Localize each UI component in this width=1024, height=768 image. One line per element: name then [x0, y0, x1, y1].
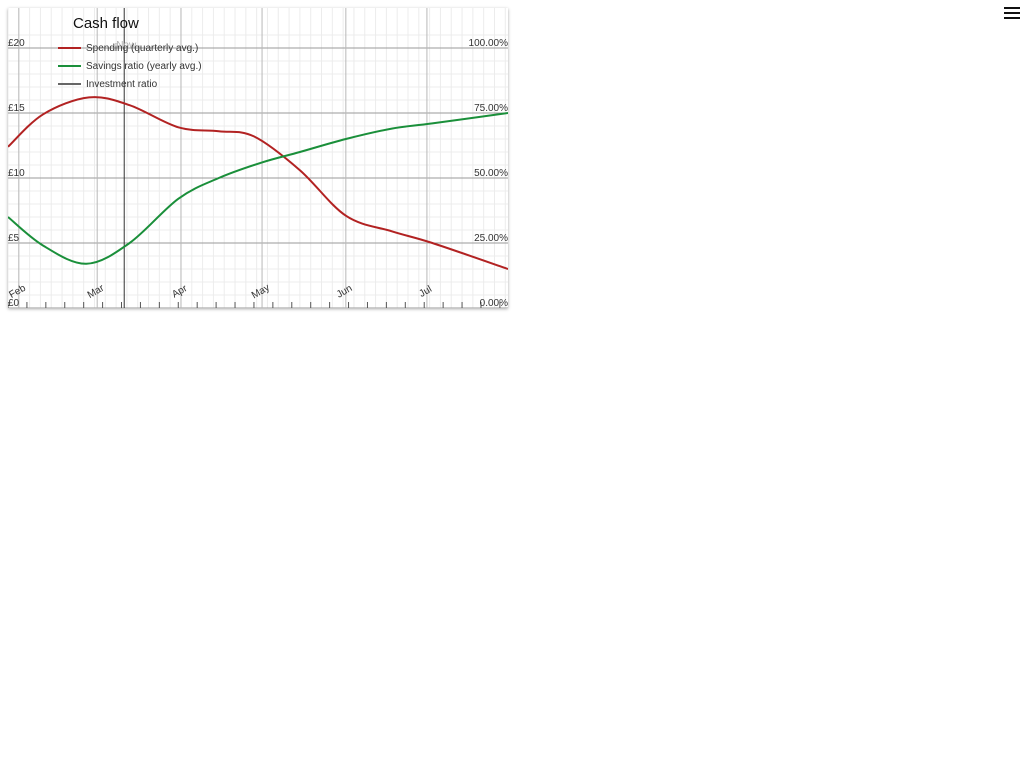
cash-flow-chart: Now £0 £5 £10 £15 £20 0.00% 25.00% 50.00% 75.00%…: [8, 8, 508, 308]
hamburger-menu-icon: [1004, 7, 1020, 9]
axis-labels: £0 £5 £10 £15 £20 0.00% 25.00% 50.00% 75.00% 100.…: [8, 38, 508, 308]
x-tick-label: Jul: [417, 284, 434, 300]
y-right-tick-label: 75.00%: [474, 103, 508, 114]
series-line-1: [8, 96, 508, 270]
y-left-tick-label: £15: [8, 103, 25, 114]
x-tick-label: Jun: [335, 283, 354, 301]
x-tick-label: Apr: [170, 283, 190, 301]
now-label: Now: [116, 40, 137, 51]
y-right-tick-label: 25.00%: [474, 233, 508, 244]
x-tick-label: May: [250, 282, 272, 301]
x-tick-label: Mar: [86, 282, 107, 300]
legend-label-1: Spending (quarterly avg.): [86, 43, 198, 54]
chart-canvas: Now £0 £5 £10 £15 £20 0.00% 25.00% 50.00% 75.00%…: [8, 8, 508, 308]
legend: Spending (quarterly avg.) Savings ratio (…: [58, 43, 202, 90]
y-left-tick-label: £20: [8, 38, 25, 49]
menu-button[interactable]: [1002, 4, 1022, 22]
series-line-2: [8, 112, 508, 265]
series-lines: [8, 96, 508, 270]
hamburger-menu-icon-bar-3: [1004, 17, 1020, 19]
legend-label-2: Savings ratio (yearly avg.): [86, 61, 202, 72]
y-left-tick-label: £0: [8, 298, 20, 308]
y-left-tick-label: £10: [8, 168, 25, 179]
chart-title: Cash flow: [73, 15, 139, 32]
hamburger-menu-icon-bar-2: [1004, 12, 1020, 14]
y-right-tick-label: 0.00%: [480, 298, 508, 308]
y-left-tick-label: £5: [8, 233, 20, 244]
x-axis-labels: Feb Mar Apr May Jun Jul: [8, 282, 434, 301]
legend-label-3: Investment ratio: [86, 79, 158, 90]
y-right-tick-label: 50.00%: [474, 168, 508, 179]
now-marker: Now: [116, 8, 137, 308]
y-right-tick-label: 100.00%: [469, 38, 508, 49]
